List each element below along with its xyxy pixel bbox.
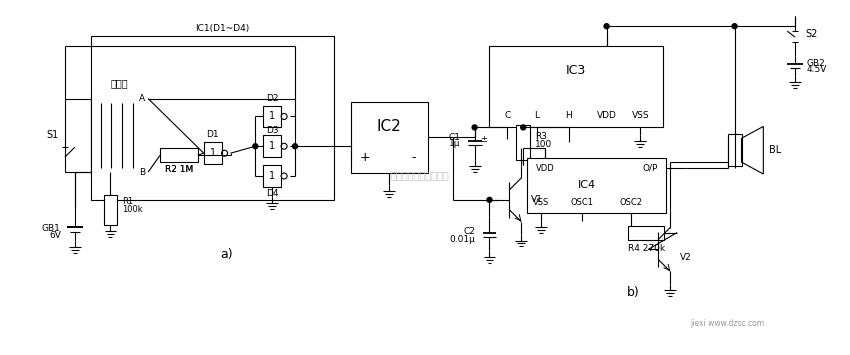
Text: S2: S2: [805, 29, 818, 39]
Circle shape: [732, 24, 737, 29]
Bar: [350, 102, 428, 173]
Text: B: B: [139, 168, 145, 176]
Circle shape: [292, 144, 298, 149]
Text: VDD: VDD: [536, 164, 554, 173]
Circle shape: [252, 144, 258, 149]
Bar: [91, 91, 148, 180]
Bar: [264, 105, 281, 127]
Text: 0.01μ: 0.01μ: [450, 235, 476, 244]
Text: R2 1M: R2 1M: [165, 165, 193, 174]
Text: VDD: VDD: [597, 111, 616, 120]
Text: 1: 1: [269, 141, 275, 151]
Text: 传感器: 传感器: [110, 78, 128, 88]
Circle shape: [521, 125, 525, 130]
Text: GB2: GB2: [807, 59, 825, 69]
Text: IC2: IC2: [377, 119, 402, 134]
Text: V1: V1: [531, 195, 543, 204]
Bar: [628, 226, 664, 240]
Text: R2 1M: R2 1M: [165, 165, 193, 174]
Text: 4.5V: 4.5V: [807, 65, 827, 74]
Circle shape: [487, 197, 492, 202]
Text: 1: 1: [269, 171, 275, 181]
Text: IC1(D1~D4): IC1(D1~D4): [195, 24, 249, 33]
Bar: [728, 134, 741, 166]
Text: V2: V2: [680, 253, 692, 262]
Text: IC4: IC4: [578, 180, 596, 190]
Bar: [204, 142, 222, 164]
Text: R4 270k: R4 270k: [627, 244, 665, 253]
Bar: [91, 36, 334, 200]
Text: 杭州路睽科技有限公司: 杭州路睽科技有限公司: [391, 170, 450, 180]
Text: 1: 1: [210, 148, 216, 158]
Bar: [527, 158, 666, 213]
Text: 1: 1: [269, 111, 275, 121]
Text: R1: R1: [122, 197, 133, 206]
Text: VSS: VSS: [533, 198, 549, 207]
Circle shape: [604, 24, 609, 29]
Text: O/P: O/P: [643, 164, 658, 173]
Text: C2: C2: [464, 227, 476, 236]
Text: 1μ: 1μ: [449, 139, 461, 148]
Text: R3: R3: [536, 132, 547, 141]
Bar: [264, 165, 281, 187]
Text: a): a): [220, 248, 233, 261]
Text: S1: S1: [47, 130, 59, 140]
Bar: [516, 125, 530, 160]
Text: +: +: [360, 151, 370, 164]
Text: L: L: [535, 111, 540, 120]
Text: D4: D4: [266, 189, 279, 198]
Bar: [264, 135, 281, 157]
Text: -: -: [412, 151, 416, 164]
Text: H: H: [565, 111, 572, 120]
Bar: [104, 195, 117, 225]
Bar: [490, 46, 663, 127]
Text: GB1: GB1: [42, 224, 61, 233]
Text: C: C: [504, 111, 511, 120]
Text: C1: C1: [449, 133, 461, 142]
Text: D1: D1: [207, 130, 219, 139]
Text: D2: D2: [266, 94, 279, 103]
Circle shape: [145, 96, 150, 101]
Text: jiexi www.dzsc.com: jiexi www.dzsc.com: [690, 320, 765, 328]
Text: BL: BL: [769, 145, 781, 155]
Text: 100: 100: [536, 140, 552, 149]
Bar: [160, 148, 198, 162]
Text: VSS: VSS: [632, 111, 649, 120]
Text: ±: ±: [480, 135, 487, 144]
Text: A: A: [139, 94, 145, 103]
Text: OSC1: OSC1: [570, 198, 593, 207]
Text: b): b): [627, 285, 640, 299]
Circle shape: [472, 125, 477, 130]
Text: D3: D3: [266, 126, 279, 135]
Text: OSC2: OSC2: [620, 198, 643, 207]
Text: 6V: 6V: [49, 231, 61, 240]
Text: IC3: IC3: [566, 64, 586, 77]
Text: 100k: 100k: [122, 205, 143, 214]
